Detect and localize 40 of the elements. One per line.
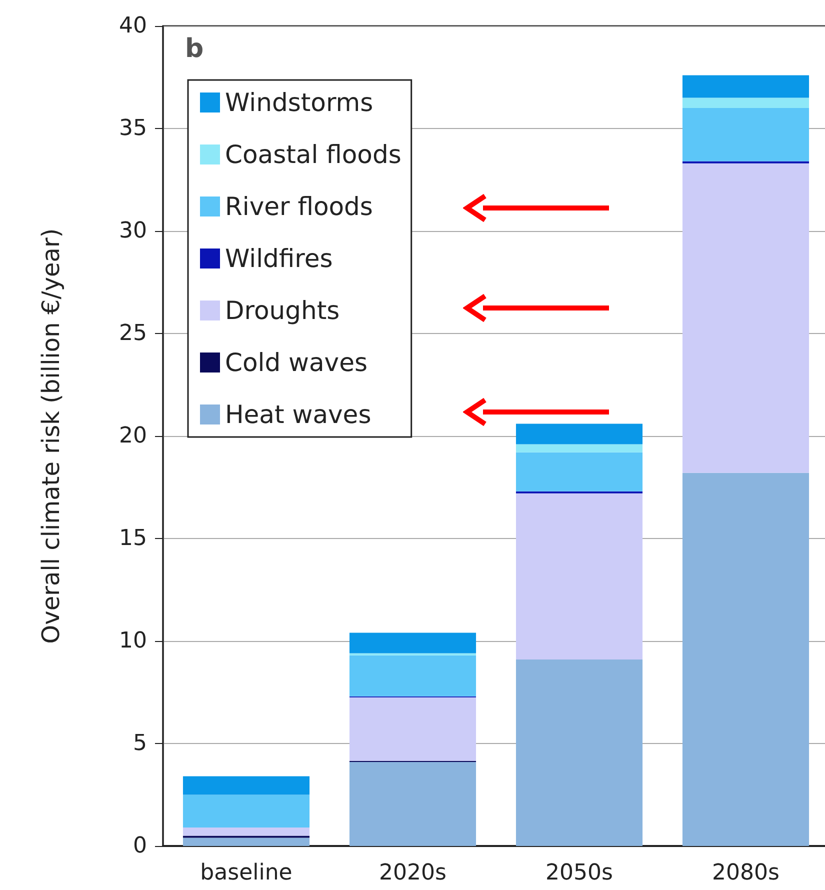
bar (182, 838, 310, 846)
bar (682, 108, 810, 162)
y-tick-label: 10 (119, 628, 147, 654)
bar (349, 632, 476, 654)
bar (682, 75, 810, 98)
legend-label: Windstorms (225, 88, 374, 117)
bar (516, 659, 643, 846)
bar (516, 452, 643, 492)
y-tick-label: 30 (119, 218, 147, 244)
bar (349, 697, 476, 761)
legend-label: Heat waves (225, 400, 372, 429)
y-axis-title: Overall climate risk (billion €/year) (37, 228, 65, 644)
x-tick-label: 2020s (379, 860, 446, 886)
y-tick-label: 0 (133, 834, 147, 858)
bar (349, 655, 476, 696)
y-tick-label: 15 (119, 526, 147, 551)
x-tick-label: 2080s (712, 860, 780, 886)
y-tick-label: 20 (119, 424, 147, 448)
bar (516, 444, 643, 452)
annotation: b (185, 34, 204, 64)
y-tick-label: 35 (119, 116, 147, 141)
legend-label: Wildfires (225, 244, 333, 273)
y-tick-label: 25 (119, 321, 147, 346)
bar (516, 424, 643, 444)
bar (349, 762, 476, 846)
y-tick-label: 5 (133, 731, 147, 756)
x-tick-label: baseline (200, 860, 292, 886)
bar (516, 493, 643, 660)
bar (182, 794, 310, 828)
bar (682, 163, 810, 473)
bar (182, 828, 310, 836)
bar (682, 98, 810, 108)
legend-label: River floods (225, 192, 373, 221)
legend-label: Coastal floods (225, 140, 402, 169)
bar (182, 776, 310, 795)
legend-label: Cold waves (225, 348, 368, 377)
legend-label: Droughts (225, 296, 340, 325)
y-tick-label: 40 (119, 14, 147, 38)
x-tick-label: 2050s (546, 860, 613, 886)
bar (682, 472, 810, 846)
